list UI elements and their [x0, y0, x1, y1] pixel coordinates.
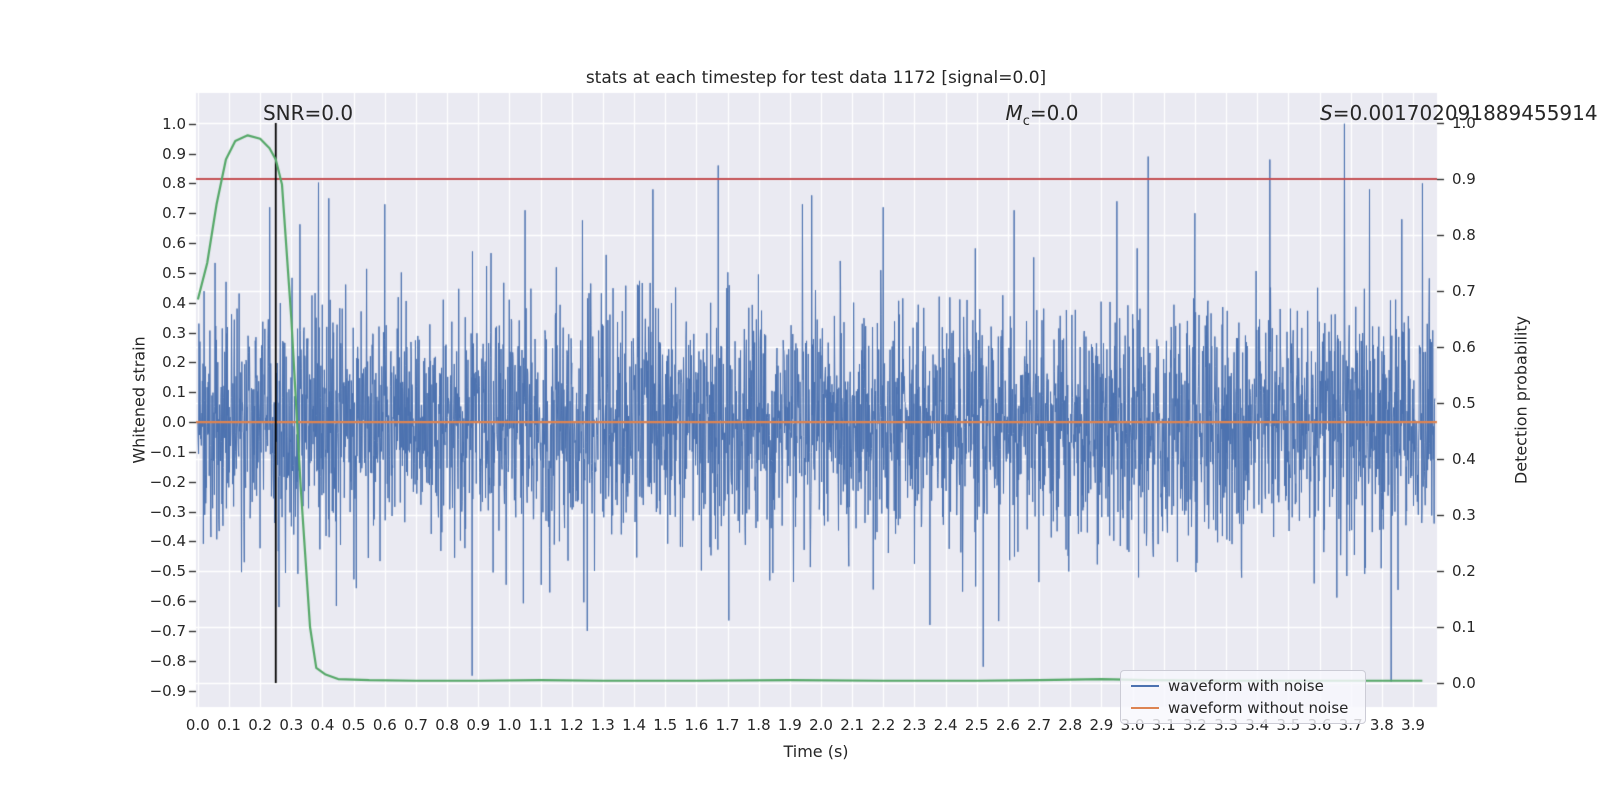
x-tick-label: 0.9	[466, 716, 491, 734]
y-right-tick-label: 0.2	[1452, 561, 1476, 580]
legend: waveform with noise waveform without noi…	[1120, 670, 1366, 724]
x-tick-label: 2.5	[964, 716, 989, 734]
y-left-tick-label: 0.5	[162, 263, 186, 282]
x-tick-label: 2.2	[871, 716, 896, 734]
y-left-tick-label: 0.7	[162, 204, 186, 223]
x-tick-label: 2.4	[933, 716, 958, 734]
y-left-tick-label: −0.2	[149, 472, 186, 491]
x-tick-label: 1.8	[746, 716, 771, 734]
x-tick-label: 1.9	[777, 716, 802, 734]
x-tick-label: 0.7	[404, 716, 428, 734]
chirp-mass-value: =0.0	[1029, 101, 1079, 125]
y-left-tick-label: 0.3	[162, 323, 186, 342]
x-tick-label: 0.4	[310, 716, 335, 734]
x-tick-label: 2.0	[809, 716, 833, 734]
chirp-mass-annotation: Mc=0.0	[1006, 101, 1079, 129]
x-tick-label: 2.8	[1058, 716, 1083, 734]
x-tick-label: 1.4	[622, 716, 646, 734]
x-tick-label: 1.2	[559, 716, 584, 734]
y-left-tick-label: −0.9	[149, 681, 186, 700]
x-tick-label: 0.0	[185, 716, 210, 734]
x-tick-label: 2.9	[1089, 716, 1114, 734]
x-tick-label: 2.7	[1027, 716, 1052, 734]
y-right-tick-label: 0.9	[1452, 170, 1476, 188]
x-tick-label: 0.2	[248, 716, 273, 734]
y-left-tick-label: −0.8	[149, 651, 186, 670]
y-left-tick-label: −0.6	[149, 592, 186, 611]
y-left-tick-label: 0.0	[162, 413, 186, 432]
y-axis-right-label: Detection probability	[1511, 315, 1531, 485]
y-left-tick-label: 1.0	[162, 114, 186, 133]
x-tick-label: 0.8	[435, 716, 460, 734]
y-left-tick-label: −0.3	[149, 502, 186, 521]
legend-entry-without-noise: waveform without noise	[1131, 699, 1355, 717]
chirp-mass-symbol: M	[1005, 101, 1023, 125]
y-left-tick-label: 0.4	[162, 293, 186, 312]
y-left-tick-label: 0.9	[162, 144, 186, 163]
y-left-tick-label: −0.4	[149, 532, 186, 551]
x-tick-label: 1.5	[653, 716, 678, 734]
chirp-mass-subscript: c	[1022, 114, 1030, 129]
x-tick-label: 1.6	[684, 716, 709, 734]
x-tick-label: 1.1	[528, 716, 553, 734]
x-tick-label: 2.1	[840, 716, 865, 734]
y-left-tick-label: 0.1	[162, 383, 186, 402]
y-right-tick-label: 0.3	[1452, 505, 1476, 524]
x-tick-label: 3.9	[1401, 716, 1425, 734]
x-tick-label: 0.6	[372, 716, 397, 734]
legend-label: waveform with noise	[1168, 677, 1324, 695]
y-left-tick-label: 0.8	[162, 174, 186, 193]
y-left-tick-label: 0.6	[162, 234, 186, 253]
legend-label: waveform without noise	[1168, 699, 1349, 717]
x-tick-label: 0.3	[279, 716, 304, 734]
stat-annotation: S=0.001702091889455914	[1320, 101, 1598, 125]
x-tick-label: 2.6	[996, 716, 1020, 734]
y-left-tick-label: −0.7	[149, 621, 186, 640]
y-right-tick-label: 0.5	[1452, 393, 1476, 412]
x-tick-label: 3.8	[1369, 716, 1394, 734]
y-right-tick-label: 0.8	[1452, 226, 1476, 244]
y-right-tick-label: 0.0	[1452, 673, 1476, 692]
x-tick-label: 0.1	[217, 716, 241, 734]
y-left-tick-label: −0.5	[149, 562, 186, 581]
y-axis-left-label: Whitened strain	[129, 336, 149, 464]
x-tick-label: 1.3	[590, 716, 615, 734]
legend-line-swatch-blue	[1131, 684, 1159, 688]
legend-line-swatch-orange	[1131, 706, 1159, 710]
y-right-tick-label: 0.7	[1452, 282, 1476, 300]
x-tick-label: 2.3	[902, 716, 927, 734]
chart-title: stats at each timestep for test data 117…	[585, 68, 1047, 88]
y-left-tick-label: 0.2	[162, 353, 186, 372]
x-tick-label: 0.5	[341, 716, 366, 734]
y-right-tick-label: 0.4	[1452, 449, 1476, 468]
legend-entry-with-noise: waveform with noise	[1131, 677, 1355, 695]
y-right-tick-label: 1.0	[1452, 114, 1476, 132]
stat-symbol: S	[1320, 101, 1333, 125]
x-axis-label: Time (s)	[783, 742, 849, 761]
snr-annotation: SNR=0.0	[262, 101, 354, 125]
x-tick-label: 1.7	[715, 716, 740, 734]
x-tick-label: 1.0	[497, 716, 522, 734]
y-right-tick-label: 0.6	[1452, 337, 1476, 356]
stat-value: =0.001702091889455914	[1332, 101, 1598, 125]
y-right-tick-label: 0.1	[1452, 617, 1476, 636]
y-left-tick-label: −0.1	[149, 442, 186, 461]
